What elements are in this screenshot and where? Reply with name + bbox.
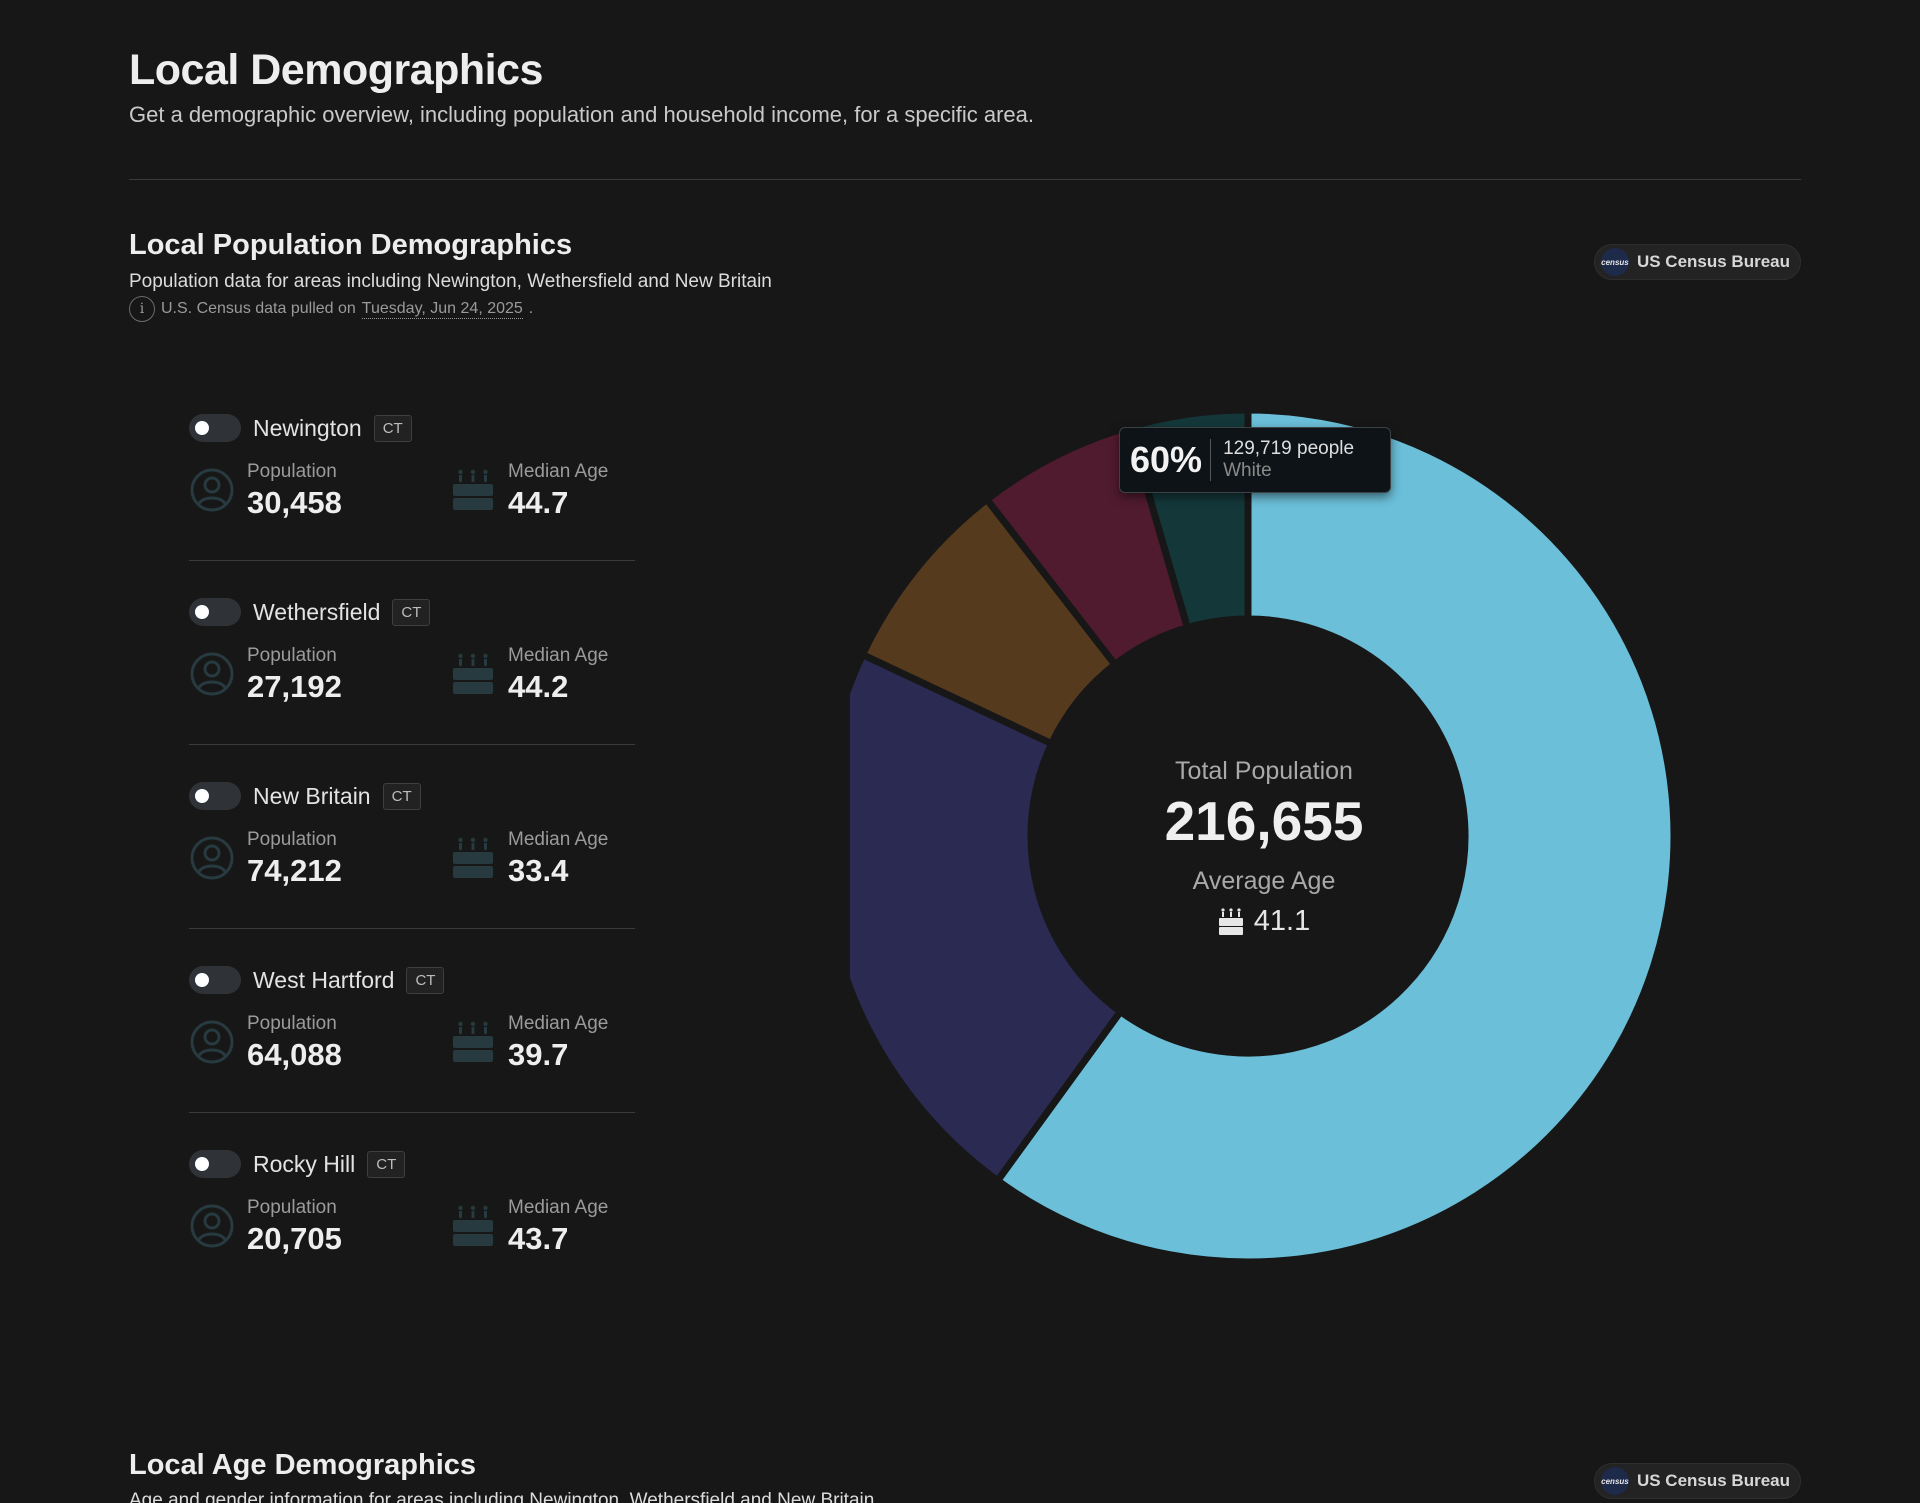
center-avg-age: 41.1 <box>850 905 1678 938</box>
page-subtitle: Get a demographic overview, including po… <box>129 102 1034 127</box>
section-subtitle-population: Population data for areas including Newi… <box>129 271 772 292</box>
area-header: New Britain CT <box>189 780 421 812</box>
area-card: Rocky Hill CT Population 20,705 Median Age 43… <box>189 1148 635 1332</box>
pulled-date[interactable]: Tuesday, Jun 24, 2025 <box>361 299 523 319</box>
pulled-prefix: U.S. Census data pulled on <box>161 300 356 317</box>
source-badge-label: US Census Bureau <box>1636 252 1790 271</box>
donut-svg <box>818 406 1678 1266</box>
area-name: Newington <box>253 414 362 441</box>
area-separator <box>189 928 635 929</box>
population-value: 27,192 <box>247 669 342 704</box>
population-donut-chart: Total Population 216,655 Average Age 41.… <box>818 405 1678 1266</box>
area-card: Newington CT Population 30,458 Median Age 44.… <box>189 412 635 596</box>
area-toggle[interactable] <box>189 782 241 810</box>
population-value: 74,212 <box>247 853 342 888</box>
donut-slice-1[interactable] <box>992 406 1678 1266</box>
population-label: Population <box>247 1013 337 1034</box>
area-header: Newington CT <box>189 412 412 444</box>
median-age-value: 44.7 <box>508 485 569 520</box>
area-name: Rocky Hill <box>253 1150 356 1177</box>
chart-tooltip: 60% 129,719 people White <box>1119 427 1391 493</box>
tooltip-people: 129,719 people <box>1223 438 1355 459</box>
source-badge-age[interactable]: census US Census Bureau <box>1593 1463 1801 1499</box>
median-age-label: Median Age <box>508 829 609 850</box>
person-icon <box>189 467 235 513</box>
median-age-value: 39.7 <box>508 1037 569 1072</box>
person-icon <box>189 1019 235 1065</box>
area-toggle[interactable] <box>189 1150 241 1178</box>
population-label: Population <box>247 1197 337 1218</box>
median-age-label: Median Age <box>508 461 609 482</box>
tooltip-percent: 60% <box>1130 439 1212 481</box>
area-name: West Hartford <box>253 966 395 993</box>
median-age-label: Median Age <box>508 1013 609 1034</box>
area-toggle[interactable] <box>189 414 241 442</box>
population-label: Population <box>247 645 337 666</box>
median-age-label: Median Age <box>508 1197 609 1218</box>
population-label: Population <box>247 461 337 482</box>
tooltip-series: White <box>1223 460 1272 481</box>
cake-icon <box>450 835 496 881</box>
area-separator <box>189 1112 635 1113</box>
section-subtitle-age: Age and gender information for areas inc… <box>129 1490 875 1503</box>
person-icon <box>189 1203 235 1249</box>
center-total-value: 216,655 <box>1164 790 1364 852</box>
area-name: New Britain <box>253 782 371 809</box>
area-separator <box>189 560 635 561</box>
info-icon[interactable]: i <box>129 296 155 322</box>
area-card: Wethersfield CT Population 27,192 Median Age… <box>189 596 635 780</box>
area-separator <box>189 744 635 745</box>
area-header: West Hartford CT <box>189 964 445 996</box>
cake-icon <box>1218 907 1243 935</box>
center-avg-label: Average Age <box>1192 867 1336 895</box>
median-age-label: Median Age <box>508 645 609 666</box>
area-toggle[interactable] <box>189 598 241 626</box>
area-card: West Hartford CT Population 64,088 Median Ag… <box>189 964 635 1148</box>
cake-icon <box>450 1203 496 1249</box>
area-card: New Britain CT Population 74,212 Median Age 3… <box>189 780 635 964</box>
person-icon <box>189 651 235 697</box>
state-badge: CT <box>367 1150 406 1178</box>
person-icon <box>189 835 235 881</box>
page-title: Local Demographics <box>129 46 543 94</box>
median-age-value: 33.4 <box>508 853 569 888</box>
center-total-label: Total Population <box>1175 757 1353 785</box>
state-badge: CT <box>373 414 412 442</box>
section-title-population: Local Population Demographics <box>129 229 573 261</box>
population-value: 64,088 <box>247 1037 342 1072</box>
population-value: 30,458 <box>247 485 342 520</box>
area-header: Rocky Hill CT <box>189 1148 406 1180</box>
cake-icon <box>450 467 496 513</box>
state-badge: CT <box>382 782 421 810</box>
center-avg-age-value: 41.1 <box>1253 905 1311 937</box>
population-label: Population <box>247 829 337 850</box>
census-logo: census <box>1600 1467 1629 1495</box>
state-badge: CT <box>406 966 445 994</box>
data-pulled-note: i U.S. Census data pulled on Tuesday, Ju… <box>129 296 533 322</box>
area-toggle[interactable] <box>189 966 241 994</box>
header-divider <box>129 179 1801 180</box>
cake-icon <box>450 651 496 697</box>
source-badge[interactable]: census US Census Bureau <box>1593 244 1801 280</box>
source-badge-label: US Census Bureau <box>1636 1471 1790 1490</box>
median-age-value: 44.2 <box>508 669 569 704</box>
census-logo: census <box>1600 248 1629 276</box>
cake-icon <box>450 1019 496 1065</box>
population-value: 20,705 <box>247 1221 342 1256</box>
section-title-age: Local Age Demographics <box>129 1449 477 1481</box>
tooltip-details: 129,719 people White <box>1211 438 1354 482</box>
area-header: Wethersfield CT <box>189 596 431 628</box>
state-badge: CT <box>392 598 431 626</box>
area-name: Wethersfield <box>253 598 381 625</box>
median-age-value: 43.7 <box>508 1221 569 1256</box>
pulled-suffix: . <box>528 300 534 317</box>
